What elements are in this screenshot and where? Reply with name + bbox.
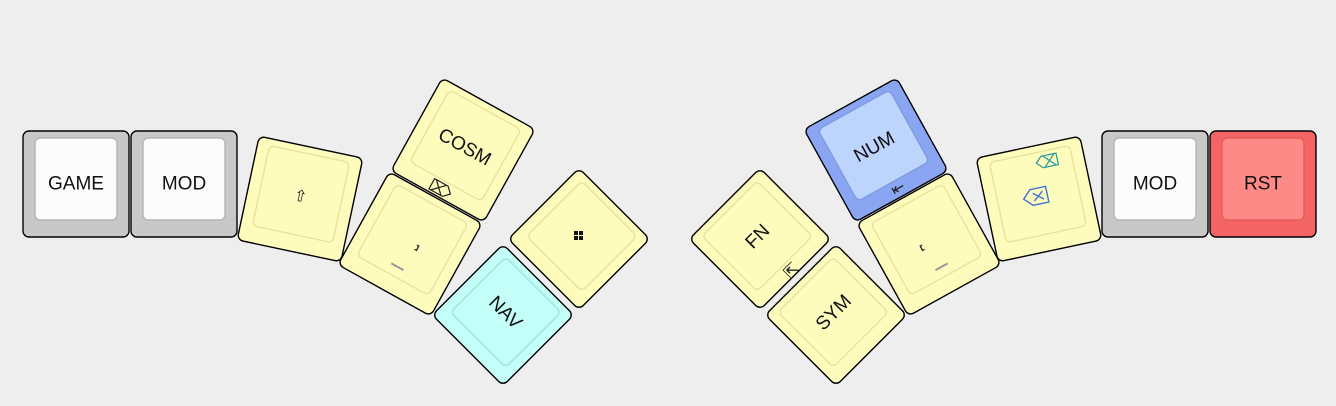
key-label: GAME [48,174,104,195]
key-game: GAME [23,131,129,237]
key-rst: RST [1210,131,1316,237]
key-label: MOD [162,174,206,195]
key-label: MOD [1133,174,1177,195]
key-label: RST [1244,174,1282,195]
key-mod-right: MOD [1102,131,1208,237]
key-mod-left: MOD [131,131,237,237]
key-combo-icons: ⌫ [976,136,1102,262]
key-shift: ⇧ [237,136,363,262]
